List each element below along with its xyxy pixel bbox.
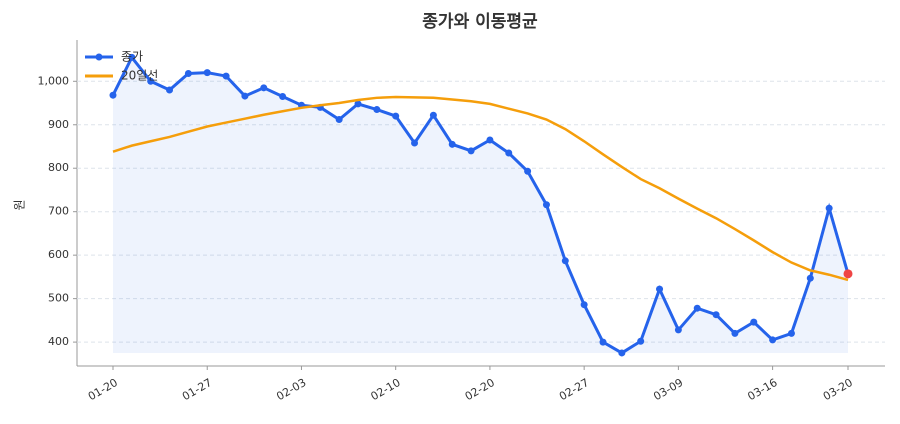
point — [787, 329, 795, 337]
point — [618, 349, 626, 357]
y-tick-label: 1,000 — [38, 74, 70, 87]
point — [542, 201, 550, 209]
chart-title: 종가와 이동평균 — [422, 12, 538, 32]
y-tick-label: 600 — [48, 248, 69, 261]
point — [505, 149, 513, 157]
last-point — [843, 269, 853, 279]
y-tick-label: 800 — [48, 161, 69, 174]
x-tick-label: 01-20 — [86, 376, 120, 403]
x-tick-label: 03-09 — [651, 376, 685, 403]
point — [561, 257, 569, 265]
area — [113, 57, 848, 353]
x-tick-label: 02-27 — [557, 376, 591, 403]
x-tick-label: 03-20 — [821, 376, 855, 403]
y-axis-label: 원 — [13, 199, 27, 210]
point — [599, 338, 607, 346]
point — [750, 318, 758, 326]
y-tick-label: 700 — [48, 205, 69, 218]
point — [147, 77, 155, 85]
point — [260, 84, 268, 92]
point — [373, 106, 381, 114]
point — [354, 100, 362, 108]
y-tick-label: 900 — [48, 118, 69, 131]
x-tick-label: 03-16 — [745, 376, 779, 403]
legend-label: 종가 — [121, 50, 143, 64]
point — [769, 336, 777, 344]
point — [486, 136, 494, 144]
point — [335, 116, 343, 124]
point — [392, 112, 400, 120]
point — [184, 69, 192, 77]
point — [448, 140, 456, 148]
x-tick-label: 02-10 — [369, 376, 403, 403]
point — [128, 53, 136, 61]
point — [203, 69, 211, 77]
point — [806, 274, 814, 282]
point — [429, 111, 437, 119]
point — [241, 92, 249, 100]
point — [712, 311, 720, 319]
series-line — [112, 95, 849, 282]
point — [467, 147, 475, 155]
point — [580, 301, 588, 309]
legend-marker — [95, 53, 103, 61]
point — [411, 139, 419, 147]
point — [674, 326, 682, 334]
point — [825, 204, 833, 212]
point — [109, 91, 117, 99]
point — [524, 167, 532, 175]
point — [731, 329, 739, 337]
point — [693, 304, 701, 312]
point — [637, 337, 645, 345]
point — [656, 285, 664, 293]
y-tick-label: 500 — [48, 292, 69, 305]
x-tick-label: 02-03 — [274, 376, 308, 403]
legend-label: 20일선 — [121, 69, 158, 83]
point — [222, 72, 230, 80]
point — [279, 93, 287, 101]
x-tick-label: 01-27 — [180, 376, 214, 403]
y-tick-label: 400 — [48, 335, 69, 348]
point — [166, 86, 174, 94]
x-tick-label: 02-20 — [463, 376, 497, 403]
series-line — [111, 54, 850, 355]
